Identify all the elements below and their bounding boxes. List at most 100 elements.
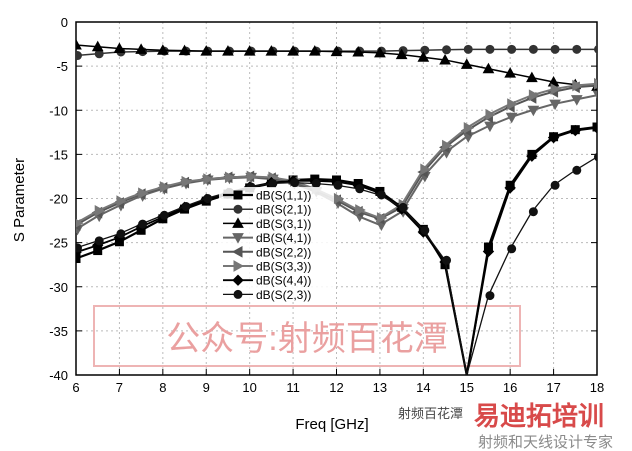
x-tick-label: 16 xyxy=(503,380,517,395)
data-point xyxy=(159,210,169,220)
data-point xyxy=(76,38,82,50)
legend-label: dB(S(2,3)) xyxy=(256,288,311,302)
x-tick-label: 13 xyxy=(373,380,387,395)
data-point xyxy=(76,219,84,228)
logo-subtitle: 射频和天线设计专家 xyxy=(478,434,613,451)
data-point xyxy=(572,44,582,54)
data-point xyxy=(116,229,126,239)
data-point xyxy=(507,98,518,110)
data-point xyxy=(420,225,430,235)
data-point xyxy=(460,58,473,69)
legend-marker xyxy=(233,289,243,299)
data-point xyxy=(76,51,82,61)
data-point xyxy=(527,105,540,117)
data-point xyxy=(376,190,386,200)
data-point xyxy=(594,152,597,162)
data-point xyxy=(526,71,538,83)
data-point xyxy=(395,48,408,60)
data-point xyxy=(569,124,581,137)
x-tick-label: 10 xyxy=(242,380,256,395)
y-tick-label: -30 xyxy=(49,280,68,295)
legend: dB(S(1,1))dB(S(2,1))dB(S(3,1))dB(S(4,1))… xyxy=(219,187,334,302)
data-point xyxy=(442,45,452,55)
axis-ticks: 6 7 8 9 10 11 12 13 14 15 16 17 18 0 -5 -10 -15 -20 -25 -30… xyxy=(49,15,604,395)
data-point xyxy=(482,62,495,74)
data-point xyxy=(178,44,191,56)
y-tick-label: -5 xyxy=(56,59,68,74)
data-point xyxy=(420,163,431,176)
x-tick-label: 6 xyxy=(72,380,79,395)
data-point xyxy=(528,207,538,217)
data-point xyxy=(482,245,495,258)
data-point xyxy=(156,44,169,55)
legend-label: dB(S(1,1)) xyxy=(256,189,311,203)
x-tick-label: 8 xyxy=(159,380,166,395)
data-point xyxy=(442,255,452,265)
data-point xyxy=(355,204,366,216)
data-point xyxy=(246,170,258,183)
data-point xyxy=(463,122,475,134)
legend-marker xyxy=(233,204,243,214)
data-point xyxy=(547,131,560,144)
series-db-s-3-3- xyxy=(76,77,597,228)
plot-frame xyxy=(75,21,598,376)
watermark-stamp: 公众号:射频百花潭 xyxy=(93,305,521,367)
data-point xyxy=(200,45,213,56)
data-point xyxy=(159,181,171,193)
data-point xyxy=(76,243,82,253)
data-point xyxy=(76,254,81,264)
data-point xyxy=(222,45,234,56)
data-point xyxy=(417,51,430,62)
legend-label: dB(S(3,1)) xyxy=(256,217,311,231)
logo-small-text: 射频百花潭 xyxy=(398,406,463,421)
data-point xyxy=(352,45,365,57)
data-point xyxy=(550,44,560,54)
data-point xyxy=(181,175,193,188)
bottom-logo: 易迪拓培训 射频百花潭 射频和天线设计专家 xyxy=(398,401,613,451)
y-tick-label: -35 xyxy=(49,324,68,339)
x-tick-label: 17 xyxy=(546,380,560,395)
data-point xyxy=(594,77,597,90)
data-point xyxy=(181,201,191,211)
data-point xyxy=(311,178,321,188)
data-point xyxy=(398,202,408,212)
y-tick-label: -20 xyxy=(49,192,68,207)
data-point xyxy=(485,108,496,121)
x-tick-label: 9 xyxy=(203,380,210,395)
legend-label: dB(S(2,2)) xyxy=(256,245,311,259)
data-point xyxy=(591,122,597,134)
series-db-s-3-1- xyxy=(76,38,597,91)
data-point xyxy=(203,194,213,203)
data-point xyxy=(268,178,278,188)
data-point xyxy=(549,99,561,111)
legend-marker xyxy=(233,190,243,200)
x-tick-label: 12 xyxy=(329,380,343,395)
x-tick-label: 7 xyxy=(116,380,123,395)
data-point xyxy=(505,112,518,124)
data-point xyxy=(463,44,473,54)
y-tick-label: -15 xyxy=(49,147,68,162)
data-point xyxy=(485,291,495,301)
data-point xyxy=(572,79,583,92)
data-point xyxy=(550,180,560,190)
data-point xyxy=(374,46,386,58)
data-point xyxy=(287,45,299,56)
data-point xyxy=(94,236,104,246)
data-point xyxy=(308,45,321,56)
data-point xyxy=(420,45,430,55)
data-point xyxy=(570,95,583,106)
x-tick-label: 14 xyxy=(416,380,430,395)
x-tick-label: 15 xyxy=(460,380,474,395)
data-point xyxy=(572,165,582,175)
data-point xyxy=(507,244,517,254)
x-tick-label: 11 xyxy=(286,380,300,395)
data-point xyxy=(504,182,516,194)
data-point xyxy=(526,150,538,162)
data-point xyxy=(138,187,149,200)
data-point xyxy=(91,40,104,52)
data-point xyxy=(594,45,597,54)
data-point xyxy=(330,45,343,57)
logo-text: 易迪拓培训 xyxy=(474,401,604,431)
data-point xyxy=(243,45,256,56)
